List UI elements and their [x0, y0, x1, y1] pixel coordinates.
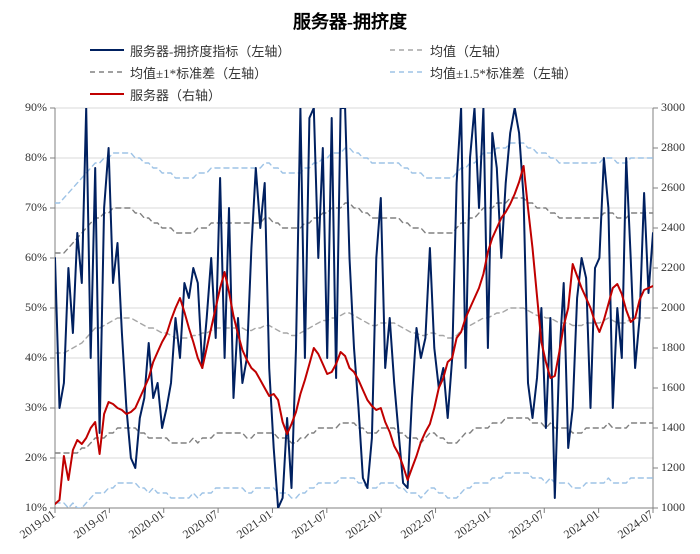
- y-right-tick-label: 2600: [661, 180, 685, 195]
- y-left-tick-label: 50%: [25, 300, 47, 315]
- series-band15-lower: [55, 473, 653, 508]
- y-right-tick-label: 3000: [661, 100, 685, 115]
- series-band15-upper: [55, 143, 653, 203]
- y-left-tick-label: 70%: [25, 200, 47, 215]
- y-left-tick-label: 60%: [25, 250, 47, 265]
- y-left-tick-label: 90%: [25, 100, 47, 115]
- y-right-tick-label: 2200: [661, 260, 685, 275]
- y-left-tick-label: 20%: [25, 450, 47, 465]
- y-right-tick-label: 2800: [661, 140, 685, 155]
- y-right-tick-label: 1200: [661, 460, 685, 475]
- y-right-tick-label: 2400: [661, 220, 685, 235]
- y-right-tick-label: 2000: [661, 300, 685, 315]
- series-band1-lower: [55, 418, 653, 453]
- y-right-tick-label: 1000: [661, 500, 685, 515]
- y-left-tick-label: 40%: [25, 350, 47, 365]
- y-right-tick-label: 1400: [661, 420, 685, 435]
- series-band1-upper: [55, 198, 653, 253]
- y-right-tick-label: 1800: [661, 340, 685, 355]
- y-left-tick-label: 80%: [25, 150, 47, 165]
- y-right-tick-label: 1600: [661, 380, 685, 395]
- chart-plot: [0, 0, 700, 554]
- chart-container: 服务器-拥挤度 服务器-拥挤度指标（左轴）均值（左轴）均值±1*标准差（左轴）均…: [0, 0, 700, 554]
- y-left-tick-label: 30%: [25, 400, 47, 415]
